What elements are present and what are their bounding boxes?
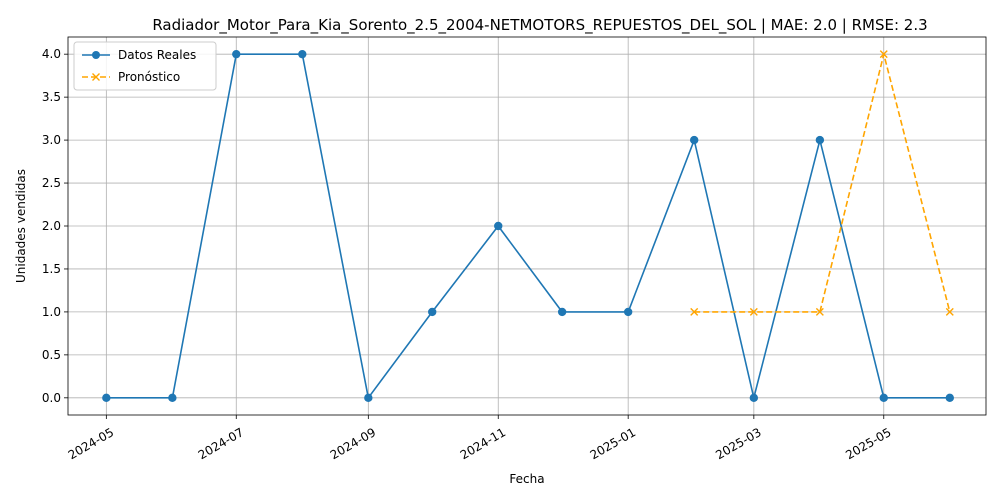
series-line-pronostico xyxy=(694,54,951,313)
y-tick-label: 0.0 xyxy=(42,391,61,405)
data-point-datos-reales xyxy=(428,307,437,317)
data-point-pronostico xyxy=(749,307,758,316)
data-point-datos-reales xyxy=(623,307,633,317)
data-point-datos-reales xyxy=(749,393,759,403)
series-line-datos-reales xyxy=(106,53,950,400)
data-point-datos-reales xyxy=(945,393,954,403)
y-axis-label: Unidades vendidas xyxy=(14,169,28,283)
legend-label-pronostico: Pronóstico xyxy=(118,70,180,84)
data-point-pronostico xyxy=(879,50,888,59)
data-point-pronostico xyxy=(815,307,824,316)
legend-marker-datos-reales xyxy=(92,51,100,59)
data-point-datos-reales xyxy=(494,221,503,231)
y-tick-label: 1.0 xyxy=(42,305,61,319)
data-point-datos-reales xyxy=(879,393,888,403)
data-point-datos-reales xyxy=(102,393,111,403)
data-point-datos-reales xyxy=(815,135,825,145)
x-tick-label: 2025-03 xyxy=(713,425,763,462)
data-point-datos-reales xyxy=(168,393,177,403)
y-tick-label: 0.5 xyxy=(42,348,61,362)
legend-label-datos-reales: Datos Reales xyxy=(118,48,196,62)
legend: Datos Reales Pronóstico xyxy=(73,41,217,91)
data-point-datos-reales xyxy=(689,135,699,145)
x-tick-label: 2024-05 xyxy=(66,425,116,462)
x-tick-label: 2024-09 xyxy=(328,425,378,462)
chart-title: Radiador_Motor_Para_Kia_Sorento_2.5_2004… xyxy=(152,16,927,35)
y-tick-label: 4.0 xyxy=(42,47,61,61)
y-tick-label: 2.5 xyxy=(42,176,61,190)
x-tick-label: 2024-07 xyxy=(196,425,246,462)
data-point-pronostico xyxy=(690,307,699,316)
y-tick-label: 3.5 xyxy=(42,90,61,104)
x-tick-label: 2025-05 xyxy=(843,425,893,462)
y-tick-label: 3.0 xyxy=(42,133,61,147)
x-tick-label: 2025-01 xyxy=(588,425,638,462)
data-point-pronostico xyxy=(945,307,954,316)
x-axis-label: Fecha xyxy=(509,472,544,486)
data-point-datos-reales xyxy=(298,49,307,59)
x-tick-label: 2024-11 xyxy=(458,425,508,462)
data-point-datos-reales xyxy=(232,49,241,59)
series-layer xyxy=(102,49,954,403)
legend-box xyxy=(73,41,217,91)
legend-marker-pronostico xyxy=(92,73,100,81)
y-tick-label: 2.0 xyxy=(42,219,61,233)
data-point-datos-reales xyxy=(364,393,373,403)
y-tick-label: 1.5 xyxy=(42,262,61,276)
grid xyxy=(68,37,986,415)
data-point-datos-reales xyxy=(557,307,567,317)
